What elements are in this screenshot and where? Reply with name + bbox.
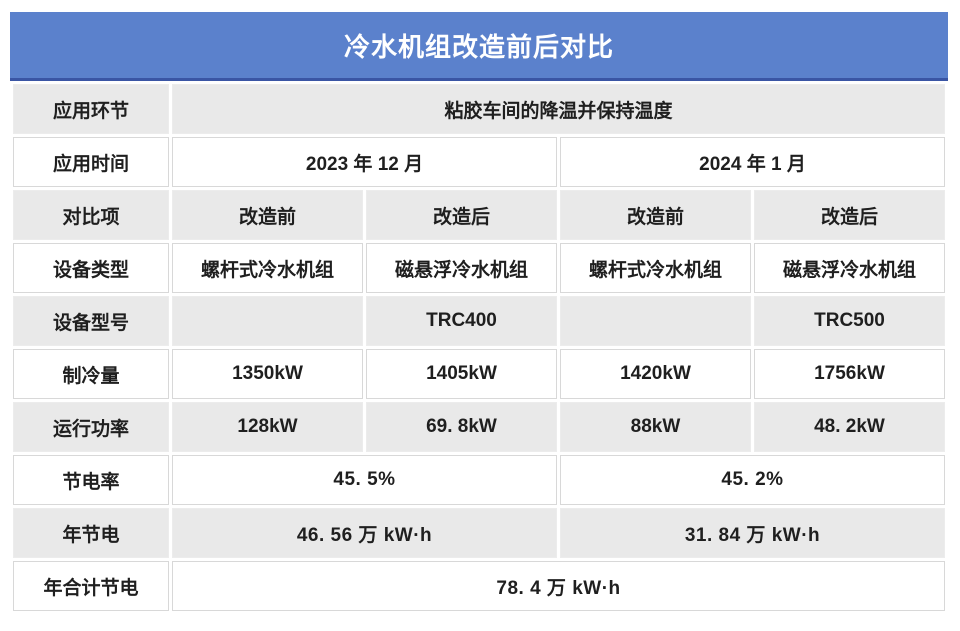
row-label: 应用时间 [13,137,169,187]
value-cell: 2024 年 1 月 [560,137,945,187]
value-cell: 128kW [172,402,363,452]
comparison-sheet: 冷水机组改造前后对比 应用环节 粘胶车间的降温并保持温度 应用时间 2023 年 12… [10,12,948,614]
table-row: 运行功率 128kW 69. 8kW 88kW 48. 2kW [13,402,945,452]
row-label: 应用环节 [13,84,169,134]
value-cell [560,296,751,346]
value-cell: 1756kW [754,349,945,399]
value-cell [172,296,363,346]
value-cell: 磁悬浮冷水机组 [366,243,557,293]
page-title: 冷水机组改造前后对比 [343,31,614,62]
value-cell: 69. 8kW [366,402,557,452]
value-cell: 改造前 [560,190,751,240]
value-cell: 改造前 [172,190,363,240]
value-cell: 1420kW [560,349,751,399]
value-cell: 2023 年 12 月 [172,137,557,187]
value-cell: 改造后 [366,190,557,240]
row-label: 制冷量 [13,349,169,399]
table-row: 节电率 45. 5% 45. 2% [13,455,945,505]
value-cell: 78. 4 万 kW·h [172,561,945,611]
comparison-table: 应用环节 粘胶车间的降温并保持温度 应用时间 2023 年 12 月 2024 年 1 … [10,81,948,614]
value-cell: 粘胶车间的降温并保持温度 [172,84,945,134]
table-row: 对比项 改造前 改造后 改造前 改造后 [13,190,945,240]
row-label: 对比项 [13,190,169,240]
value-cell: TRC400 [366,296,557,346]
row-label: 运行功率 [13,402,169,452]
value-cell: 88kW [560,402,751,452]
row-label: 年合计节电 [13,561,169,611]
comparison-table-body: 应用环节 粘胶车间的降温并保持温度 应用时间 2023 年 12 月 2024 年 1 … [13,84,945,611]
value-cell: 磁悬浮冷水机组 [754,243,945,293]
table-row: 应用时间 2023 年 12 月 2024 年 1 月 [13,137,945,187]
table-row: 设备型号 TRC400 TRC500 [13,296,945,346]
value-cell: 31. 84 万 kW·h [560,508,945,558]
value-cell: 改造后 [754,190,945,240]
value-cell: TRC500 [754,296,945,346]
table-row: 年节电 46. 56 万 kW·h 31. 84 万 kW·h [13,508,945,558]
value-cell: 螺杆式冷水机组 [560,243,751,293]
value-cell: 1405kW [366,349,557,399]
table-row: 设备类型 螺杆式冷水机组 磁悬浮冷水机组 螺杆式冷水机组 磁悬浮冷水机组 [13,243,945,293]
table-row: 应用环节 粘胶车间的降温并保持温度 [13,84,945,134]
value-cell: 1350kW [172,349,363,399]
value-cell: 46. 56 万 kW·h [172,508,557,558]
row-label: 节电率 [13,455,169,505]
value-cell: 45. 2% [560,455,945,505]
table-row: 制冷量 1350kW 1405kW 1420kW 1756kW [13,349,945,399]
row-label: 年节电 [13,508,169,558]
value-cell: 45. 5% [172,455,557,505]
row-label: 设备型号 [13,296,169,346]
table-title-bar: 冷水机组改造前后对比 [10,12,948,81]
value-cell: 螺杆式冷水机组 [172,243,363,293]
value-cell: 48. 2kW [754,402,945,452]
row-label: 设备类型 [13,243,169,293]
table-row: 年合计节电 78. 4 万 kW·h [13,561,945,611]
